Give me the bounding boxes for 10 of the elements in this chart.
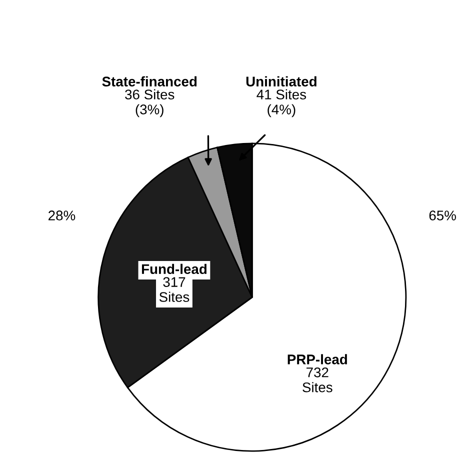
text: 65% (429, 210, 456, 220)
text: 28% (48, 210, 76, 220)
slice-label: State-financed (102, 76, 197, 86)
data-label: 36 Sites (3%) (125, 89, 174, 118)
slice-label: Uninitiated (246, 76, 316, 86)
slice-label: PRP-lead (288, 354, 347, 364)
slice-label: Fund-lead (142, 264, 206, 274)
data-label: 732 Sites (302, 367, 332, 392)
data-label: 317 Sites (159, 277, 190, 302)
data-label: 41 Sites (4%) (256, 89, 306, 118)
